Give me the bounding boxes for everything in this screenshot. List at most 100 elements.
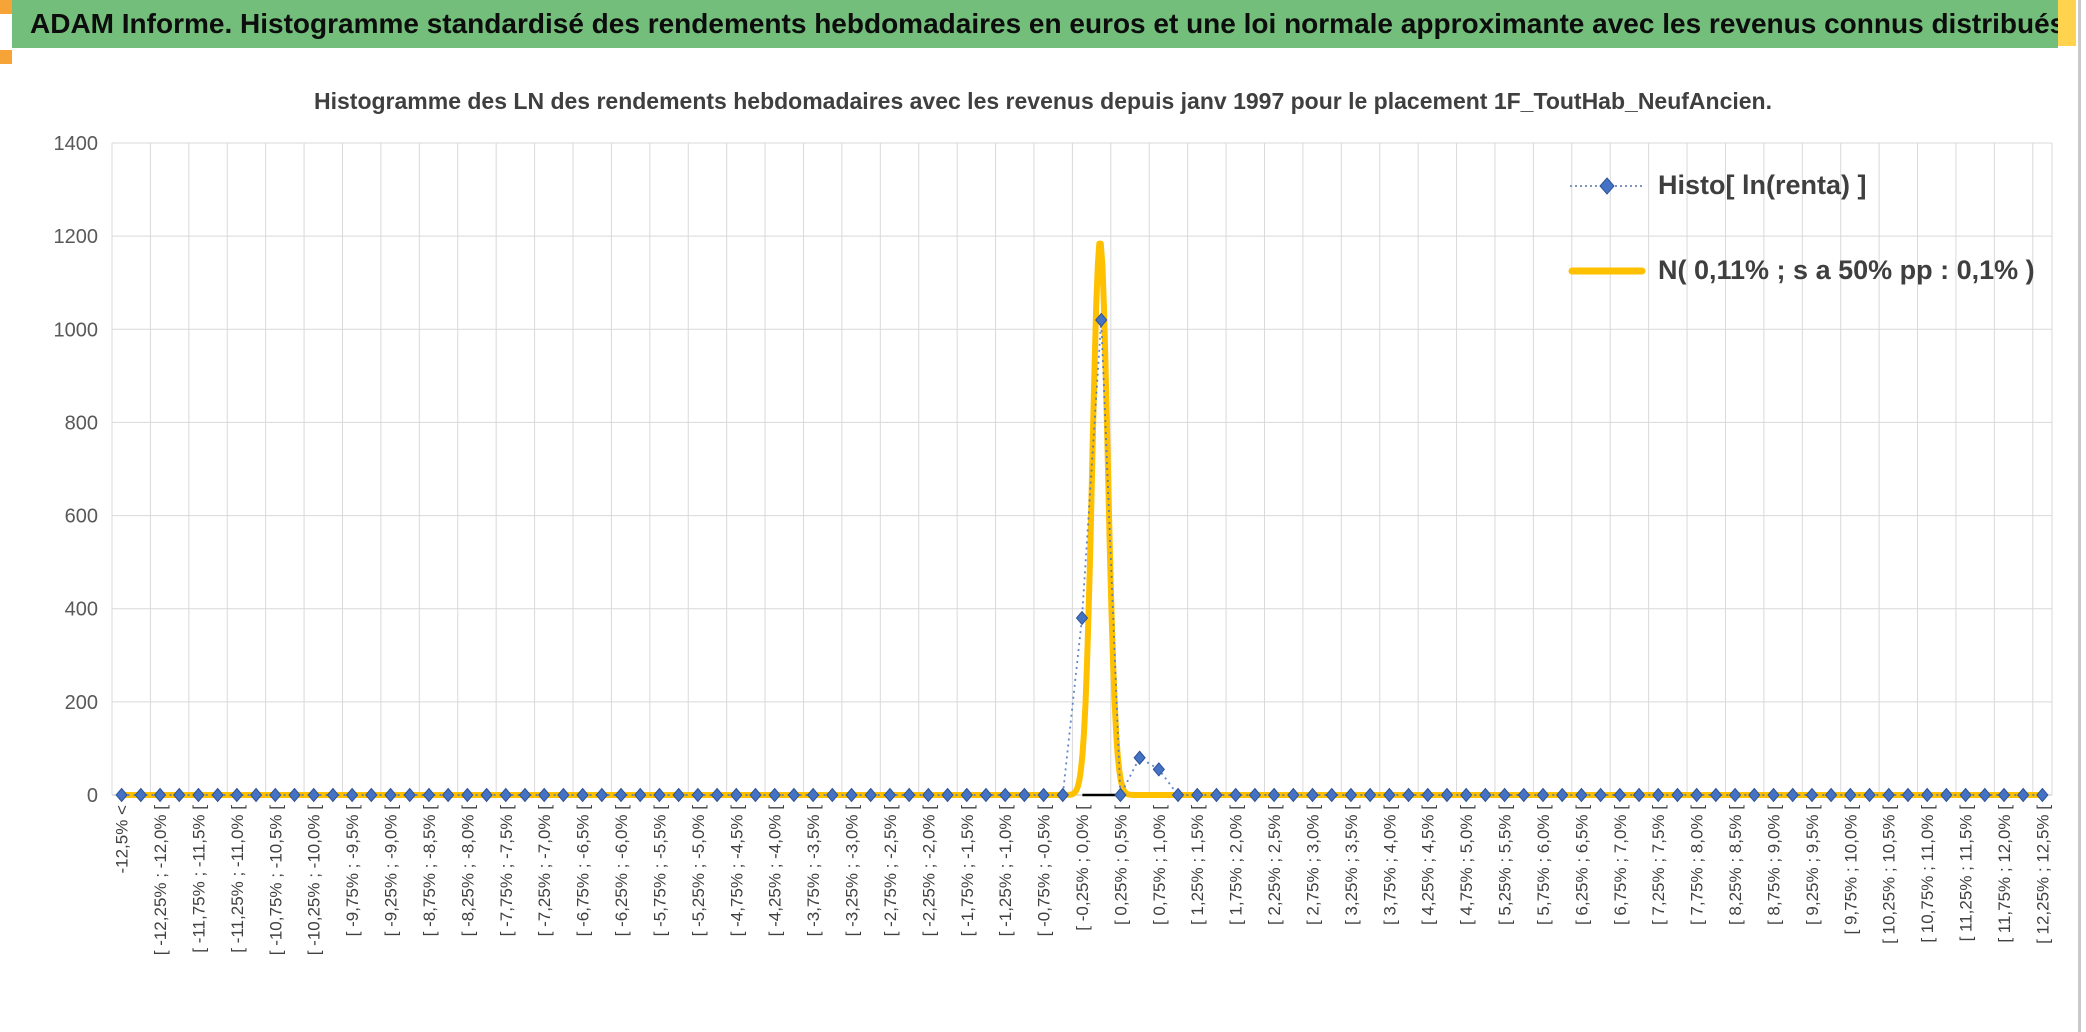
svg-text:[ 1,25% ; 1,5% [: [ 1,25% ; 1,5% [ [1188,805,1207,925]
normal-curve-legend-marker-icon [1568,267,1646,274]
histogram-diamond-marker [1325,787,1338,803]
histogram-diamond-marker [1901,787,1915,803]
histogram-diamond-marker [269,787,282,803]
svg-text:[ 9,75% ; 10,0% [: [ 9,75% ; 10,0% [ [1841,805,1860,935]
histogram-diamond-marker [1152,762,1165,777]
v-gridlines [111,143,2053,795]
svg-text:[ -2,75% ; -2,5% [: [ -2,75% ; -2,5% [ [881,805,900,937]
svg-text:400: 400 [65,599,98,621]
svg-text:[ -1,75% ; -1,5% [: [ -1,75% ; -1,5% [ [958,805,977,937]
histogram-diamond-marker [1786,787,1799,803]
histogram-diamond-marker [365,787,378,803]
histogram-diamond-marker [153,787,167,803]
histogram-diamond-marker [2017,787,2030,803]
svg-text:[ -9,75% ; -9,5% [: [ -9,75% ; -9,5% [ [343,805,362,937]
histogram-diamond-marker [1479,787,1492,803]
histogram-diamond-marker [2036,787,2049,803]
histogram-diamond-marker [1075,610,1089,626]
svg-text:[ -10,75% ; -10,5% [: [ -10,75% ; -10,5% [ [266,805,285,956]
normal-curve-series [118,240,2046,798]
histogram-diamond-marker [1037,787,1050,803]
svg-text:[ -11,25% ; -11,0% [: [ -11,25% ; -11,0% [ [228,805,247,953]
legend-label-normal: N( 0,11% ; s a 50% pp : 0,1% ) [1658,255,2035,285]
histogram-diamond-marker [1171,787,1185,803]
histogram-diamond-marker [1882,787,1895,803]
svg-text:[ -5,25% ; -5,0% [: [ -5,25% ; -5,0% [ [689,805,708,937]
histogram-diamond-marker [1191,787,1204,803]
histogram-diamond-marker [845,787,858,803]
svg-text:[ -3,25% ; -3,0% [: [ -3,25% ; -3,0% [ [843,805,862,937]
histogram-diamond-marker [595,787,608,803]
histogram-diamond-marker [1690,787,1703,803]
svg-text:[ -6,75% ; -6,5% [: [ -6,75% ; -6,5% [ [574,805,593,937]
histogram-diamond-marker [1613,787,1626,803]
histogram-diamond-marker [1997,787,2011,803]
histogram-diamond-marker [1210,787,1223,803]
histogram-diamond-marker [1363,787,1377,803]
histogram-diamond-marker [1018,787,1031,803]
histogram-diamond-marker [1709,787,1723,803]
svg-text:[ 2,25% ; 2,5% [: [ 2,25% ; 2,5% [ [1265,805,1284,925]
svg-text:[ 9,25% ; 9,5% [: [ 9,25% ; 9,5% [ [1803,805,1822,925]
histogram-diamond-marker [1498,787,1511,803]
svg-text:[ 12,25% ; 12,5% [: [ 12,25% ; 12,5% [ [2033,805,2052,944]
histogram-diamond-marker [115,787,128,803]
histogram-diamond-marker [1959,787,1972,803]
svg-text:1000: 1000 [54,319,99,341]
svg-text:[ -4,25% ; -4,0% [: [ -4,25% ; -4,0% [ [766,805,785,937]
histogram-diamond-marker [326,787,340,803]
histogram-diamond-marker [653,787,666,803]
histogram-diamond-marker [1728,787,1742,803]
legend-entry-histogram: Histo[ ln(renta) ] [1568,170,2035,201]
histogram-diamond-marker [480,787,493,803]
histogram-diamond-marker [1844,787,1857,803]
svg-text:[ -7,75% ; -7,5% [: [ -7,75% ; -7,5% [ [497,805,516,937]
histogram-diamond-marker [1824,787,1838,803]
svg-text:-12,5% <: -12,5% < [113,805,132,874]
chart-title: Histogramme des LN des rendements hebdom… [314,88,1772,114]
svg-text:[ -8,75% ; -8,5% [: [ -8,75% ; -8,5% [ [420,805,439,937]
histogram-diamond-marker [173,787,186,803]
histogram-diamond-marker [1940,787,1953,803]
yellow-accent-top-right [2058,0,2076,46]
window-right-edge [2078,0,2081,1032]
svg-text:[ -0,25% ; 0,0% [: [ -0,25% ; 0,0% [ [1073,805,1092,931]
histogram-diamond-marker [1805,787,1819,803]
svg-text:[ 5,75% ; 6,0% [: [ 5,75% ; 6,0% [ [1534,805,1553,925]
histogram-diamond-marker [461,787,474,803]
histogram-diamond-marker [1306,787,1319,803]
x-axis-labels: -12,5% < [ -12,25% ; -12,0% [[ -11,75% ; … [113,805,2053,956]
histogram-diamond-marker [902,787,916,803]
histogram-diamond-marker [768,787,781,803]
histogram-series-line [121,319,2043,799]
histogram-diamond-marker [1095,312,1108,328]
histogram-diamond-marker [1920,787,1934,803]
svg-text:[ 3,75% ; 4,0% [: [ 3,75% ; 4,0% [ [1380,805,1399,925]
histogram-diamond-marker [883,787,897,803]
svg-text:[ 6,25% ; 6,5% [: [ 6,25% ; 6,5% [ [1572,805,1591,925]
histogram-diamond-marker [749,787,762,803]
report-title-bar: ADAM Informe. Histogramme standardisé de… [12,0,2058,48]
histogram-diamond-marker [960,787,973,803]
orange-accent-left [0,50,12,64]
svg-text:200: 200 [65,692,98,714]
svg-text:[ 11,25% ; 11,5% [: [ 11,25% ; 11,5% [ [1957,805,1976,942]
histogram-diamond-marker [1440,787,1454,803]
histogram-diamond-marker [672,787,685,803]
chart-area: 0 200 400 600 800 1000 1200 1400 -12,5% < [ -12,2… [0,48,2086,1032]
histogram-diamond-marker [441,787,455,803]
svg-text:[ -5,75% ; -5,5% [: [ -5,75% ; -5,5% [ [650,805,669,937]
histogram-diamond-marker [1671,787,1684,803]
histogram-diamond-marker [979,787,993,803]
histogram-diamond-marker [806,787,820,803]
histogram-diamond-marker [307,787,320,803]
histogram-diamond-marker [538,787,551,803]
svg-text:[ -10,25% ; -10,0% [: [ -10,25% ; -10,0% [ [305,805,324,956]
histogram-diamond-marker [864,787,877,803]
svg-text:[ -9,25% ; -9,0% [: [ -9,25% ; -9,0% [ [382,805,401,937]
svg-text:[ -3,75% ; -3,5% [: [ -3,75% ; -3,5% [ [804,805,823,937]
y-axis-labels: 0 200 400 600 800 1000 1200 1400 [54,133,99,807]
histogram-diamond-marker [557,787,570,803]
svg-text:[ 11,75% ; 12,0% [: [ 11,75% ; 12,0% [ [1995,805,2014,943]
histogram-diamond-marker [1863,787,1876,803]
